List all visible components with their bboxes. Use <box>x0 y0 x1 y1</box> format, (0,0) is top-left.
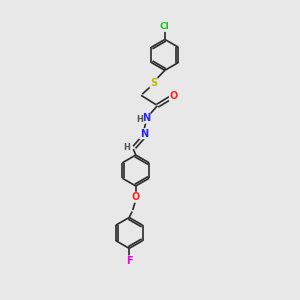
Text: O: O <box>132 192 140 202</box>
Text: S: S <box>150 78 157 88</box>
Text: N: N <box>142 113 150 123</box>
Text: N: N <box>140 129 148 139</box>
Text: Cl: Cl <box>160 22 170 32</box>
Text: F: F <box>126 256 133 266</box>
Text: O: O <box>169 91 178 101</box>
Text: H: H <box>136 115 143 124</box>
Text: H: H <box>123 143 130 152</box>
